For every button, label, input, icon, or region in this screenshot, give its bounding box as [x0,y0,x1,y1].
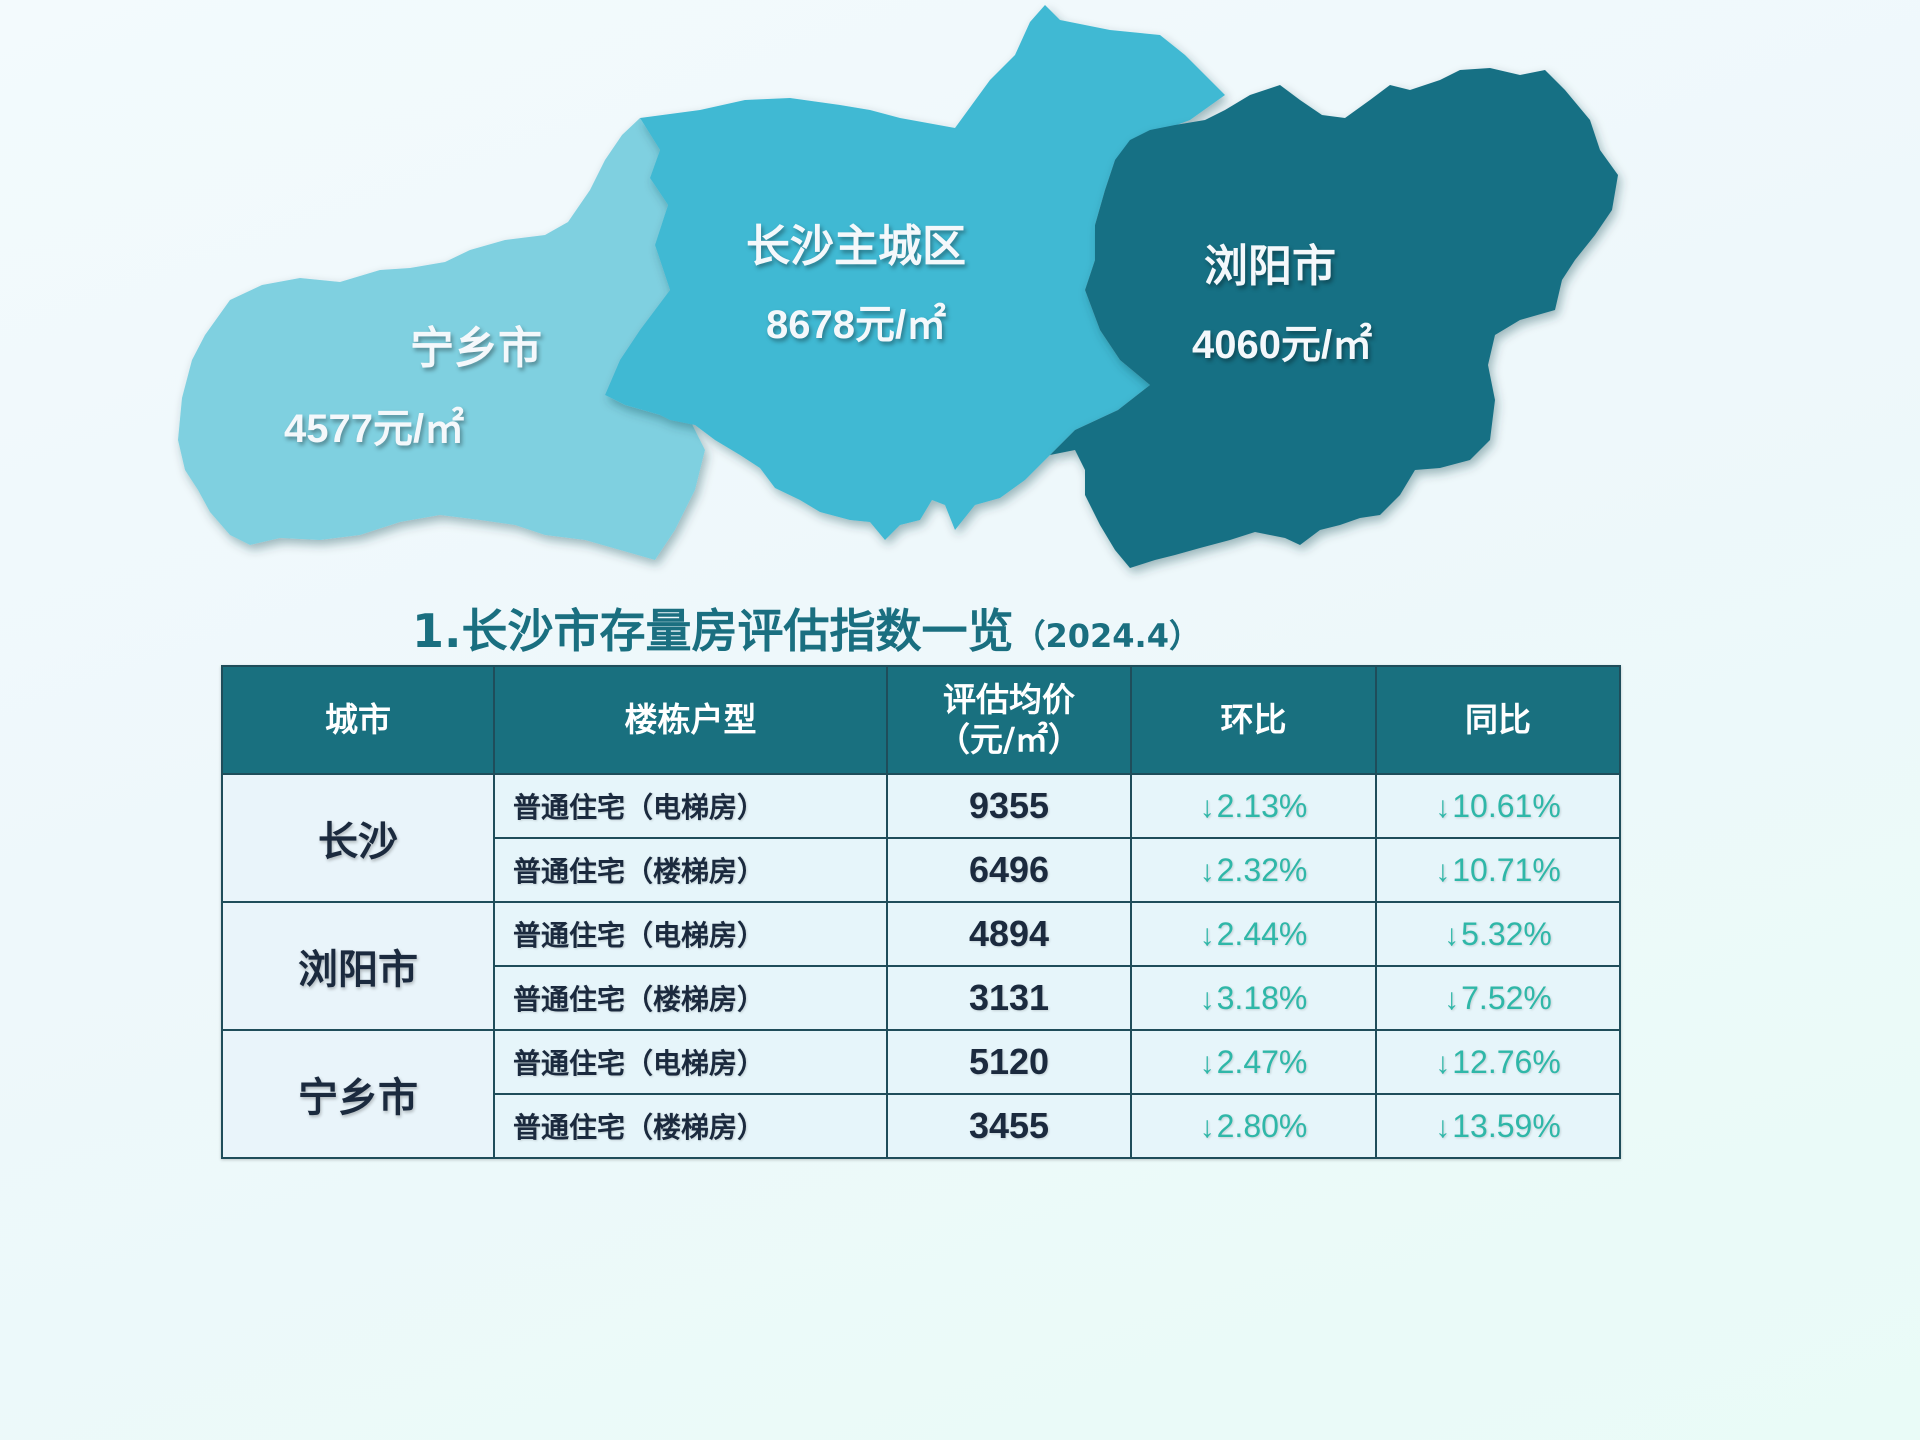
month-on-month-value: 3.18% [1216,979,1308,1016]
table-row: 宁乡市 普通住宅（电梯房） 5120 ↓2.47% ↓12.76% [221,1029,1621,1159]
header-avg-price: 评估均价 （元/㎡） [886,665,1132,775]
down-arrow-icon: ↓ [1199,1046,1215,1080]
building-type-cell: 普通住宅（楼梯房） [493,837,888,903]
year-on-year-value: 12.76% [1452,1043,1561,1080]
month-on-month-cell: ↓3.18% [1130,965,1377,1031]
building-type-cell: 普通住宅（电梯房） [493,1029,888,1095]
year-on-year-cell: ↓5.32% [1375,901,1621,967]
header-city: 城市 [221,665,495,775]
table-body: 长沙 普通住宅（电梯房） 9355 ↓2.13% ↓10.61% 普通住宅（楼梯房） 649… [221,773,1621,1159]
down-arrow-icon: ↓ [1435,1046,1451,1080]
year-on-year-cell: ↓10.61% [1375,773,1621,839]
avg-price-cell: 3131 [886,965,1132,1031]
year-on-year-value: 10.61% [1452,787,1561,824]
avg-price-cell: 4894 [886,901,1132,967]
table-row: 浏阳市 普通住宅（电梯房） 4894 ↓2.44% ↓5.32% [221,901,1621,1031]
city-cell: 长沙 [221,773,495,903]
building-type-cell: 普通住宅（楼梯房） [493,965,888,1031]
liuyang-label: 浏阳市 [1204,241,1336,292]
month-on-month-value: 2.80% [1216,1107,1308,1144]
year-on-year-cell: ↓10.71% [1375,837,1621,903]
region-changsha [605,5,1225,540]
month-on-month-cell: ↓2.32% [1130,837,1377,903]
liuyang-price: 4060元/㎡ [1192,323,1373,367]
price-index-table: 城市 楼栋户型 评估均价 （元/㎡） 环比 同比 长沙 普通住宅（电梯房） 9355… [221,665,1621,1159]
month-on-month-value: 2.13% [1216,787,1308,824]
table-row: 普通住宅（楼梯房） 6496 ↓2.32% ↓10.71% [222,837,1621,903]
year-on-year-value: 7.52% [1461,979,1552,1016]
region-map [178,5,1618,568]
avg-price-cell: 9355 [886,773,1132,839]
header-avg-price-line2: （元/㎡） [936,720,1082,759]
avg-price-cell: 3455 [886,1093,1132,1159]
month-on-month-value: 2.32% [1216,851,1308,888]
changsha-price: 8678元/㎡ [766,303,947,347]
ningxiang-label: 宁乡市 [410,323,542,374]
title-main: 1.长沙市存量房评估指数一览 [412,604,1014,658]
month-on-month-cell: ↓2.80% [1130,1093,1377,1159]
building-type-cell: 普通住宅（楼梯房） [493,1093,888,1159]
year-on-year-value: 13.59% [1452,1107,1561,1144]
down-arrow-icon: ↓ [1199,790,1215,824]
avg-price-cell: 6496 [886,837,1132,903]
month-on-month-cell: ↓2.13% [1130,773,1377,839]
table-row: 长沙 普通住宅（电梯房） 9355 ↓2.13% ↓10.61% [221,773,1621,903]
down-arrow-icon: ↓ [1444,918,1460,952]
avg-price-cell: 5120 [886,1029,1132,1095]
down-arrow-icon: ↓ [1435,854,1451,888]
header-avg-price-line1: 评估均价 [943,680,1075,720]
month-on-month-cell: ↓2.44% [1130,901,1377,967]
header-month-on-month: 环比 [1130,665,1377,775]
page-title: 1.长沙市存量房评估指数一览（2024.4） [412,595,1201,658]
down-arrow-icon: ↓ [1444,982,1460,1016]
title-period: （2024.4） [1013,617,1201,655]
table-row: 普通住宅（楼梯房） 3131 ↓3.18% ↓7.52% [222,965,1621,1031]
month-on-month-value: 2.44% [1216,915,1308,952]
building-type-cell: 普通住宅（电梯房） [493,773,888,839]
down-arrow-icon: ↓ [1199,918,1215,952]
down-arrow-icon: ↓ [1435,1110,1451,1144]
table-row: 普通住宅（楼梯房） 3455 ↓2.80% ↓13.59% [222,1093,1621,1159]
year-on-year-cell: ↓7.52% [1375,965,1621,1031]
down-arrow-icon: ↓ [1199,982,1215,1016]
down-arrow-icon: ↓ [1199,854,1215,888]
year-on-year-value: 5.32% [1461,915,1552,952]
city-cell: 浏阳市 [221,901,495,1031]
table-header-row: 城市 楼栋户型 评估均价 （元/㎡） 环比 同比 [221,665,1621,775]
year-on-year-cell: ↓13.59% [1375,1093,1621,1159]
year-on-year-value: 10.71% [1452,851,1561,888]
changsha-label: 长沙主城区 [746,221,966,272]
down-arrow-icon: ↓ [1435,790,1451,824]
year-on-year-cell: ↓12.76% [1375,1029,1621,1095]
city-cell: 宁乡市 [221,1029,495,1159]
header-building-type: 楼栋户型 [493,665,888,775]
header-year-on-year: 同比 [1375,665,1621,775]
ningxiang-price: 4577元/㎡ [284,407,465,451]
month-on-month-cell: ↓2.47% [1130,1029,1377,1095]
region-liuyang [1050,68,1618,568]
building-type-cell: 普通住宅（电梯房） [493,901,888,967]
region-ningxiang [178,118,705,560]
down-arrow-icon: ↓ [1199,1110,1215,1144]
month-on-month-value: 2.47% [1216,1043,1308,1080]
